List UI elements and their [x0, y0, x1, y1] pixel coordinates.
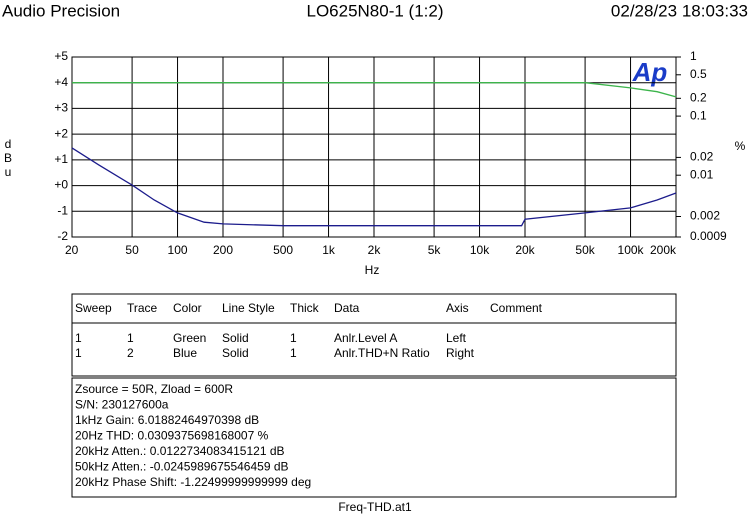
x-tick-label: 100k	[618, 243, 645, 257]
x-tick-label: 20k	[515, 243, 535, 257]
y-tick-label: +0	[54, 178, 68, 192]
legend-header: Data	[334, 301, 360, 315]
y2-tick-label: 0.002	[690, 209, 720, 223]
legend-header: Thick	[290, 301, 320, 315]
y2-tick-label: 0.01	[690, 167, 714, 181]
series-line	[71, 147, 677, 227]
header-center: LO625N80-1 (1:2)	[306, 1, 443, 20]
x-tick-label: 500	[273, 243, 293, 257]
legend-cell: Solid	[222, 331, 249, 345]
note-line: S/N: 230127600a	[75, 398, 169, 412]
x-tick-label: 2k	[368, 243, 382, 257]
y2-tick-label: 1	[690, 49, 697, 63]
y2-tick-label: 0.2	[690, 90, 707, 104]
legend-cell: 1	[75, 346, 82, 360]
legend-header: Line Style	[222, 301, 275, 315]
legend-header: Sweep	[75, 301, 112, 315]
x-tick-label: 200k	[650, 243, 677, 257]
x-tick-label: 10k	[470, 243, 490, 257]
note-line: 20Hz THD: 0.0309375698168007 %	[75, 429, 269, 443]
note-line: 20kHz Phase Shift: -1.22499999999999 deg	[75, 475, 311, 489]
legend-header: Color	[173, 301, 202, 315]
notes-box	[71, 377, 677, 498]
y-tick-label: +4	[54, 75, 68, 89]
logo: Ap	[632, 57, 668, 87]
legend-cell: Solid	[222, 346, 249, 360]
y-tick-label: +3	[54, 101, 68, 115]
y2-axis-label: %	[735, 139, 746, 153]
x-axis-label: Hz	[365, 263, 380, 277]
legend-box	[71, 293, 677, 377]
legend-cell: Left	[446, 331, 467, 345]
x-tick-label: 50	[125, 243, 139, 257]
legend-cell: Green	[173, 331, 206, 345]
y-tick-label: +1	[54, 152, 68, 166]
plot-frame	[71, 56, 677, 238]
y2-tick-label: 0.0009	[690, 229, 727, 243]
x-tick-label: 100	[168, 243, 188, 257]
legend-cell: 1	[290, 346, 297, 360]
legend-header: Axis	[446, 301, 469, 315]
header-left: Audio Precision	[2, 1, 120, 20]
legend-cell: 1	[290, 331, 297, 345]
y-tick-label: -1	[57, 203, 68, 217]
x-tick-label: 20	[65, 243, 79, 257]
note-line: Zsource = 50R, Zload = 600R	[75, 382, 233, 396]
x-tick-label: 50k	[575, 243, 595, 257]
y2-tick-label: 0.02	[690, 150, 714, 164]
legend-cell: 1	[75, 331, 82, 345]
y-tick-label: -2	[57, 229, 68, 243]
footer: Freq-THD.at1	[338, 500, 412, 514]
note-line: 1kHz Gain: 6.01882464970398 dB	[75, 413, 259, 427]
legend-cell: 2	[127, 346, 134, 360]
x-tick-label: 5k	[428, 243, 442, 257]
legend-cell: Anlr.THD+N Ratio	[334, 346, 430, 360]
y-tick-label: +5	[54, 49, 68, 63]
x-tick-label: 200	[213, 243, 233, 257]
y-tick-label: +2	[54, 126, 68, 140]
legend-cell: Right	[446, 346, 475, 360]
legend-header: Comment	[490, 301, 543, 315]
note-line: 50kHz Atten.: -0.0245989675546459 dB	[75, 460, 289, 474]
header-right: 02/28/23 18:03:33	[611, 1, 748, 20]
legend-cell: Anlr.Level A	[334, 331, 397, 345]
series-line	[72, 82, 677, 98]
y2-tick-label: 0.1	[690, 108, 707, 122]
legend-cell: 1	[127, 331, 134, 345]
note-line: 20kHz Atten.: 0.0122734083415121 dB	[75, 444, 285, 458]
y2-tick-label: 0.5	[690, 67, 707, 81]
legend-header: Trace	[127, 301, 158, 315]
legend-cell: Blue	[173, 346, 197, 360]
x-tick-label: 1k	[322, 243, 336, 257]
